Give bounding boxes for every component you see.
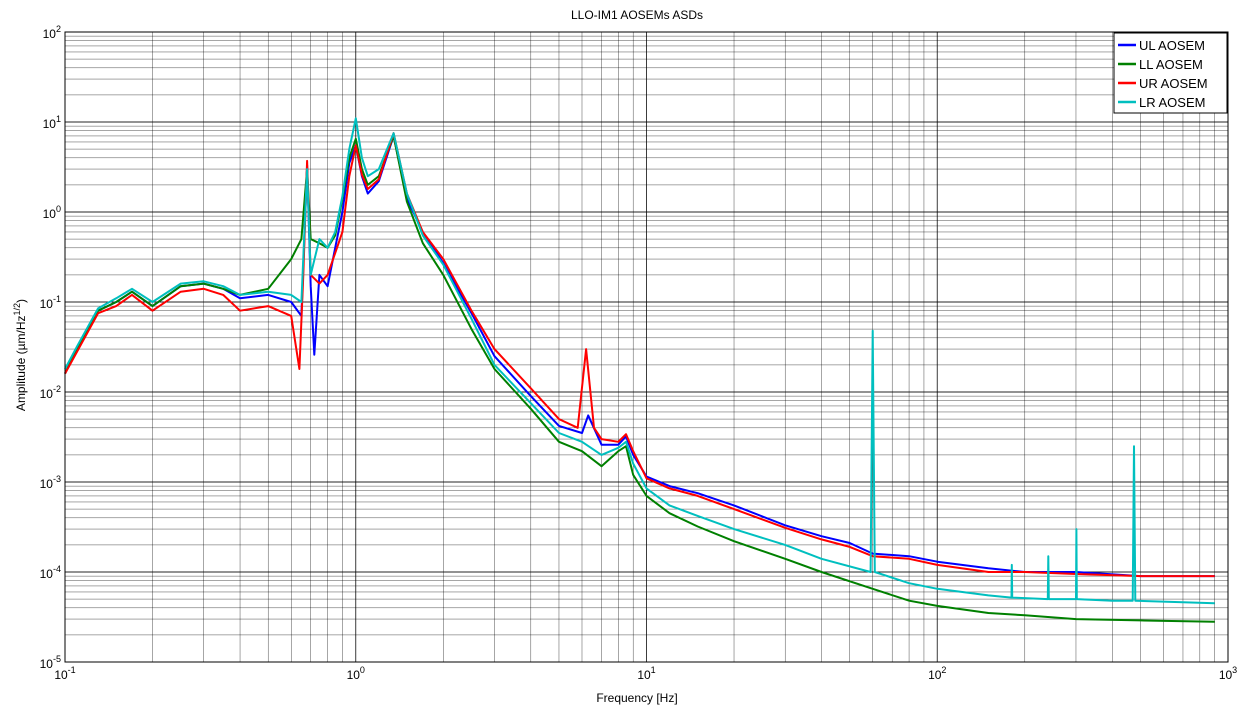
x-tick-label: 100 (347, 665, 365, 682)
legend-label: UL AOSEM (1139, 38, 1205, 53)
x-tick-label: 10-1 (54, 665, 75, 682)
y-tick-label: 100 (43, 204, 61, 221)
legend-label: LR AOSEM (1139, 95, 1205, 110)
y-axis-label-main: Amplitude (µm/Hz (14, 315, 28, 411)
y-tick-label: 102 (43, 24, 61, 41)
grid (65, 32, 1228, 662)
series-line-4 (65, 118, 1215, 603)
series-line-3 (65, 133, 1215, 576)
y-tick-label: 10-4 (40, 564, 61, 581)
x-tick-label: 102 (928, 665, 946, 682)
x-axis-label: Frequency [Hz] (596, 691, 677, 705)
x-tick-labels: 10-1 100 101 102 103 (54, 665, 1237, 682)
y-tick-label: 10-2 (40, 384, 61, 401)
y-tick-label: 101 (43, 114, 61, 131)
y-tick-label: 10-3 (40, 474, 61, 491)
chart-title: LLO-IM1 AOSEMs ASDs (571, 8, 703, 22)
y-axis-label-exponent: 1/2 (12, 303, 22, 316)
legend-label: LL AOSEM (1139, 57, 1203, 72)
x-tick-label: 101 (637, 665, 655, 682)
x-tick-label: 103 (1219, 665, 1237, 682)
y-axis-label: Amplitude (µm/Hz1/2) (12, 299, 28, 411)
series-group (65, 118, 1215, 622)
legend: UL AOSEM LL AOSEM UR AOSEM LR AOSEM (1114, 33, 1227, 113)
series-line-2 (65, 136, 1215, 622)
series-line-1 (65, 136, 1215, 576)
legend-label: UR AOSEM (1139, 76, 1208, 91)
y-tick-label: 10-1 (40, 294, 61, 311)
y-axis-label-close: ) (14, 299, 28, 303)
